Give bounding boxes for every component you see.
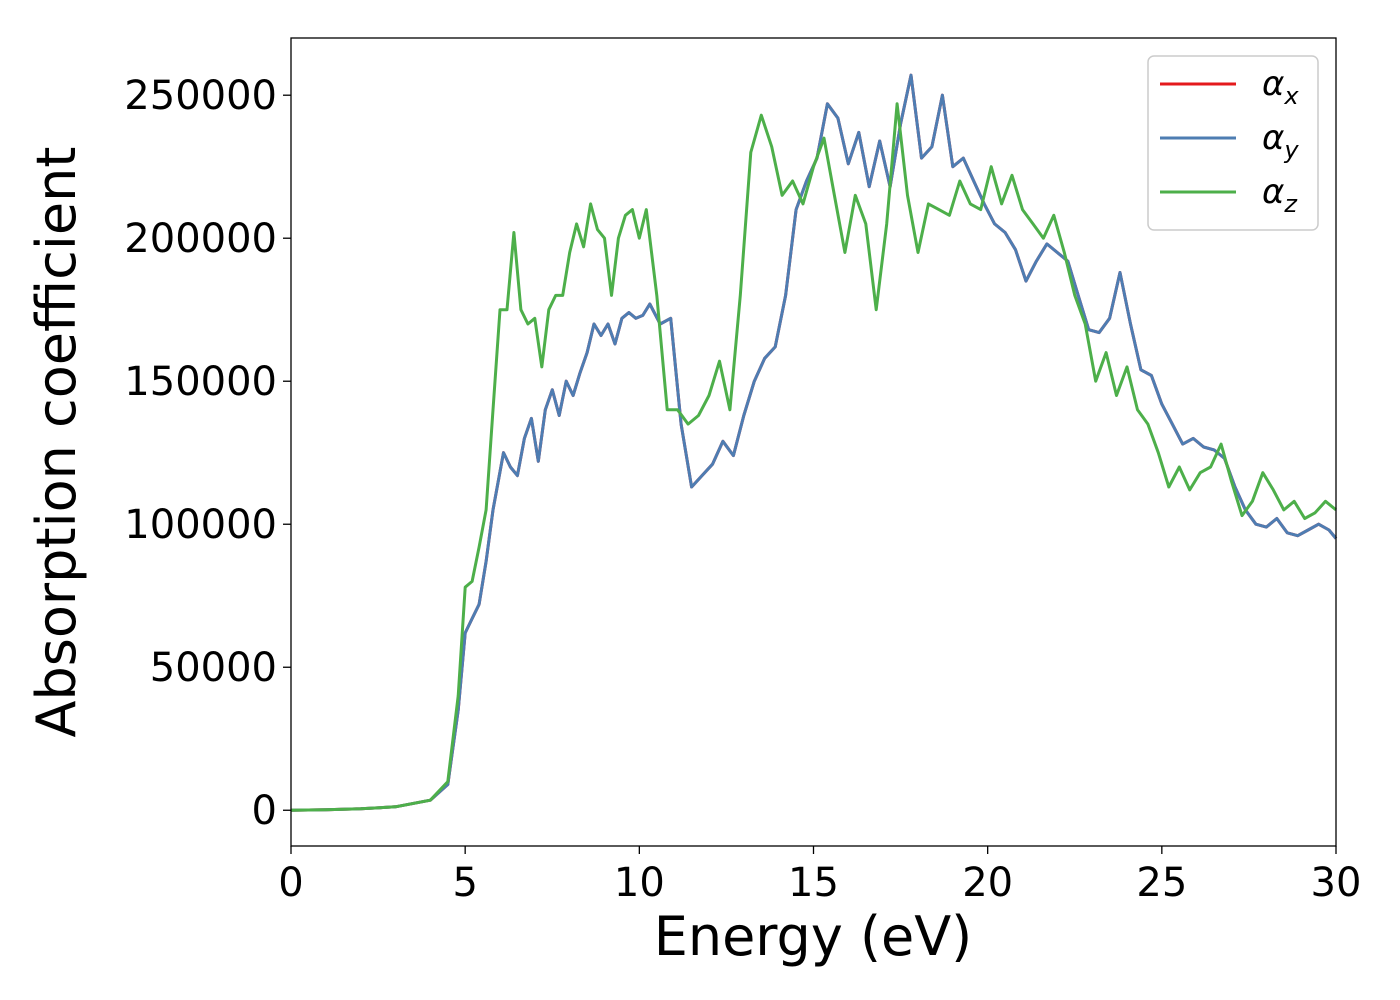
x-tick-label: 20 bbox=[962, 860, 1013, 906]
legend-label-z: αz bbox=[1262, 172, 1298, 218]
x-tick-label: 10 bbox=[614, 860, 665, 906]
series-layer bbox=[290, 73, 1338, 812]
y-tick-label: 250000 bbox=[124, 73, 277, 119]
y-tick-label: 0 bbox=[252, 788, 277, 834]
y-axis-ticks: 0 50000 100000 150000 200000 250000 bbox=[124, 73, 291, 834]
x-tick-label: 0 bbox=[278, 860, 303, 906]
series-line-z bbox=[290, 102, 1337, 812]
legend-label-base: α bbox=[1262, 172, 1284, 212]
legend-label-subscript: y bbox=[1283, 136, 1299, 164]
y-tick-label: 50000 bbox=[150, 645, 277, 691]
x-axis-ticks: 0 5 10 15 20 25 30 bbox=[278, 846, 1361, 906]
x-axis-title: Energy (eV) bbox=[654, 905, 973, 968]
y-axis-title: Absorption coefficient bbox=[25, 147, 88, 738]
legend-label-base: α bbox=[1262, 118, 1284, 158]
x-tick-label: 30 bbox=[1311, 860, 1362, 906]
y-tick-label: 150000 bbox=[124, 359, 277, 405]
x-tick-label: 15 bbox=[788, 860, 839, 906]
x-tick-label: 25 bbox=[1136, 860, 1187, 906]
y-tick-label: 200000 bbox=[124, 216, 277, 262]
legend-label-subscript: x bbox=[1283, 82, 1299, 110]
series-line-y bbox=[290, 73, 1338, 812]
y-tick-label: 100000 bbox=[124, 502, 277, 548]
legend-box bbox=[1147, 55, 1319, 231]
legend-label-x: αx bbox=[1262, 64, 1299, 110]
x-tick-label: 5 bbox=[452, 860, 477, 906]
legend-label-y: αy bbox=[1262, 118, 1299, 164]
legend-label-base: α bbox=[1262, 64, 1284, 104]
legend-label-subscript: z bbox=[1283, 190, 1298, 218]
